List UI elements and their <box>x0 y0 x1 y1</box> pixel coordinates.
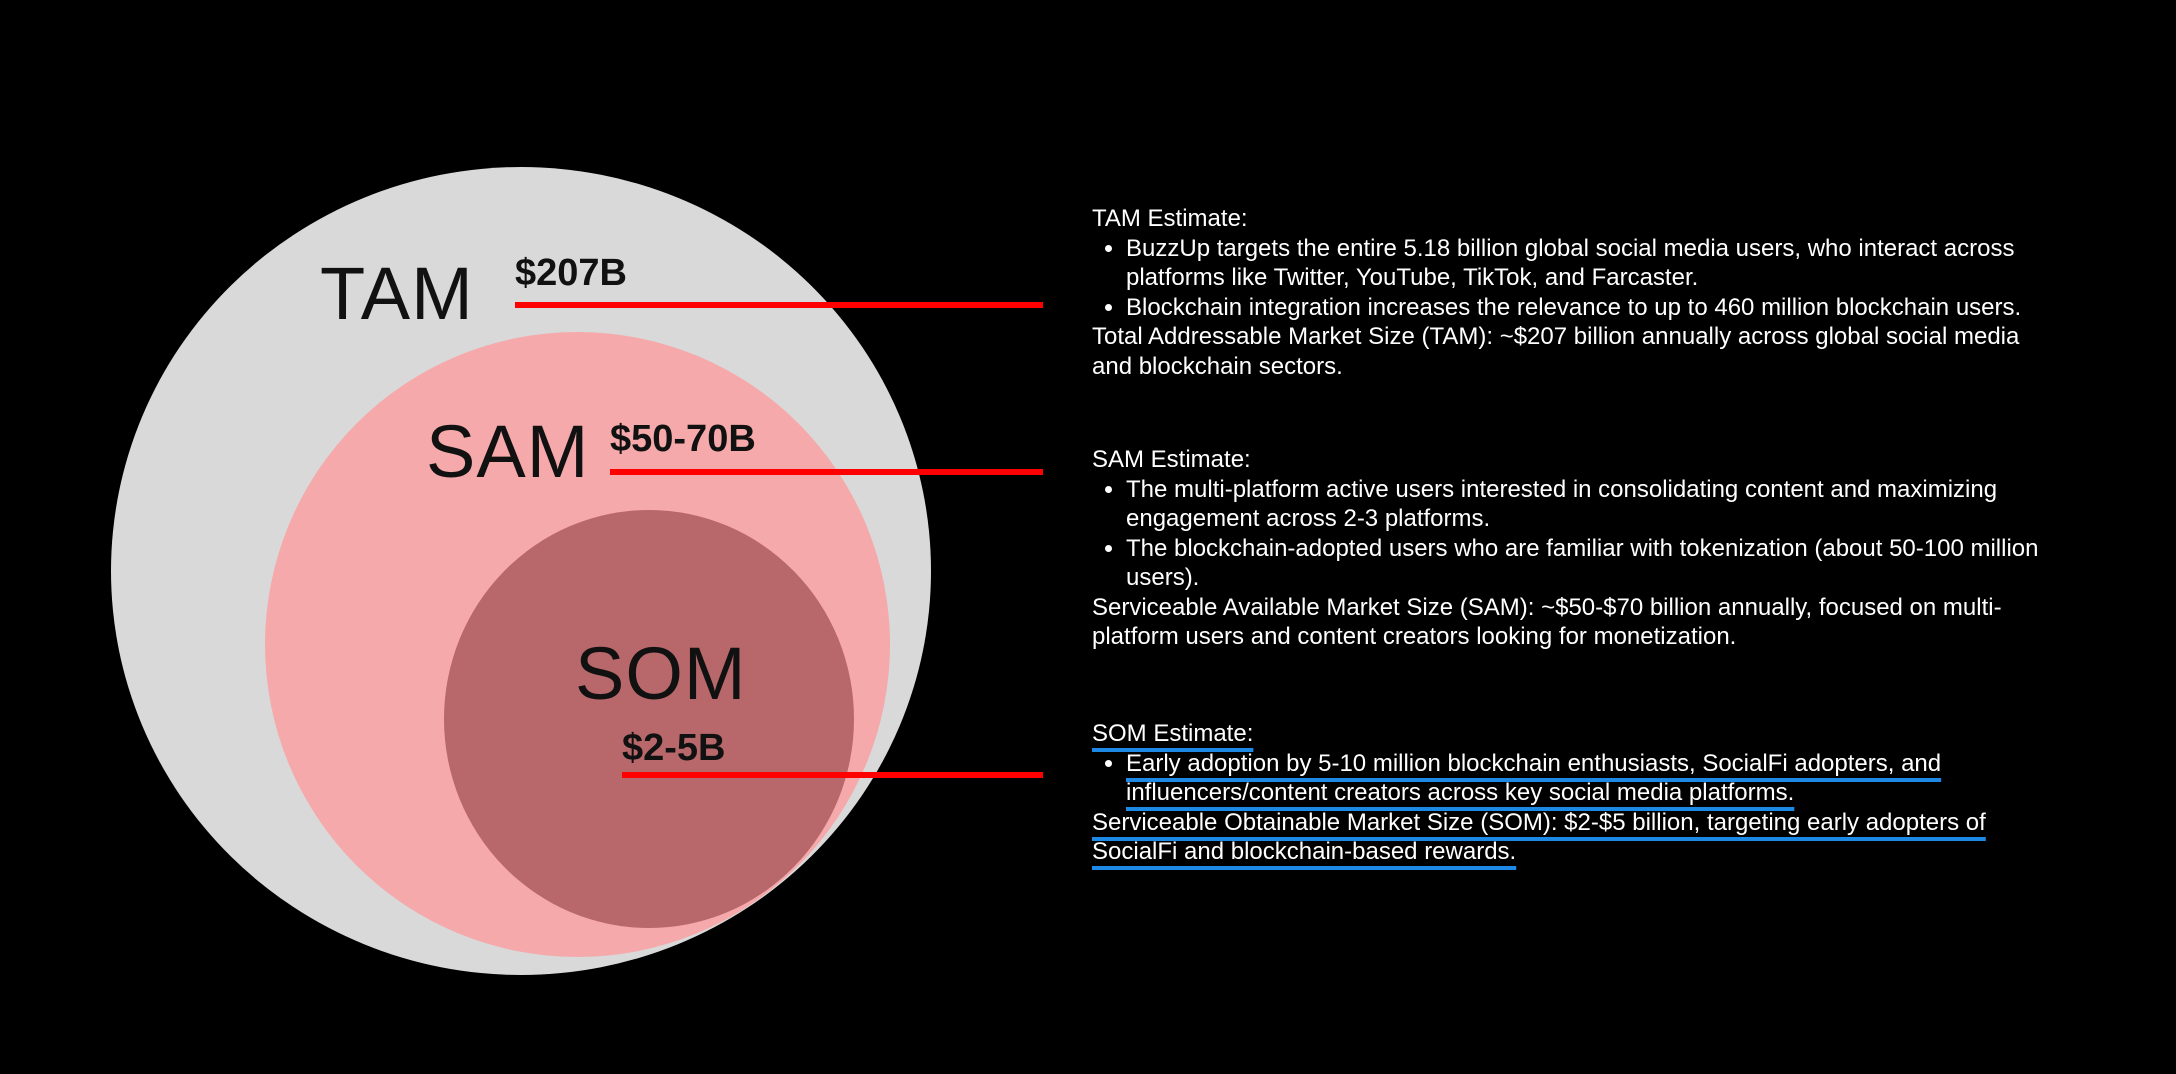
sam-bullet: The blockchain-adopted users who are fam… <box>1126 534 2052 593</box>
som-estimate-heading: SOM Estimate: <box>1092 720 1254 747</box>
sam-connector-line <box>610 469 1043 475</box>
tam-connector-line <box>515 302 1043 308</box>
tam-bullet: Blockchain integration increases the rel… <box>1126 293 2052 323</box>
som-connector-line <box>622 772 1043 778</box>
som-estimate-panel: SOM Estimate: Early adoption by 5-10 mil… <box>1092 719 2052 867</box>
sam-summary: Serviceable Available Market Size (SAM):… <box>1092 593 2002 651</box>
som-value: $2-5B <box>622 727 726 769</box>
sam-label: SAM <box>426 410 590 493</box>
som-bullet-list: Early adoption by 5-10 million blockchai… <box>1092 749 2052 808</box>
som-circle <box>444 510 854 928</box>
tam-value: $207B <box>515 252 627 294</box>
tam-bullet: BuzzUp targets the entire 5.18 billion g… <box>1126 234 2052 293</box>
som-summary: Serviceable Obtainable Market Size (SOM)… <box>1092 808 1986 866</box>
tam-estimate-heading: TAM Estimate: <box>1092 205 1248 232</box>
som-bullet: Early adoption by 5-10 million blockchai… <box>1126 749 1942 807</box>
tam-estimate-panel: TAM Estimate: BuzzUp targets the entire … <box>1092 204 2052 381</box>
tam-summary: Total Addressable Market Size (TAM): ~$2… <box>1092 323 2020 380</box>
sam-bullet: The multi-platform active users interest… <box>1126 475 2052 534</box>
tam-bullet-list: BuzzUp targets the entire 5.18 billion g… <box>1092 234 2052 323</box>
sam-estimate-heading: SAM Estimate: <box>1092 446 1251 473</box>
som-label: SOM <box>575 632 747 715</box>
sam-estimate-panel: SAM Estimate: The multi-platform active … <box>1092 445 2052 652</box>
tam-label: TAM <box>320 252 474 335</box>
sam-bullet-list: The multi-platform active users interest… <box>1092 475 2052 593</box>
sam-value: $50-70B <box>610 418 756 460</box>
